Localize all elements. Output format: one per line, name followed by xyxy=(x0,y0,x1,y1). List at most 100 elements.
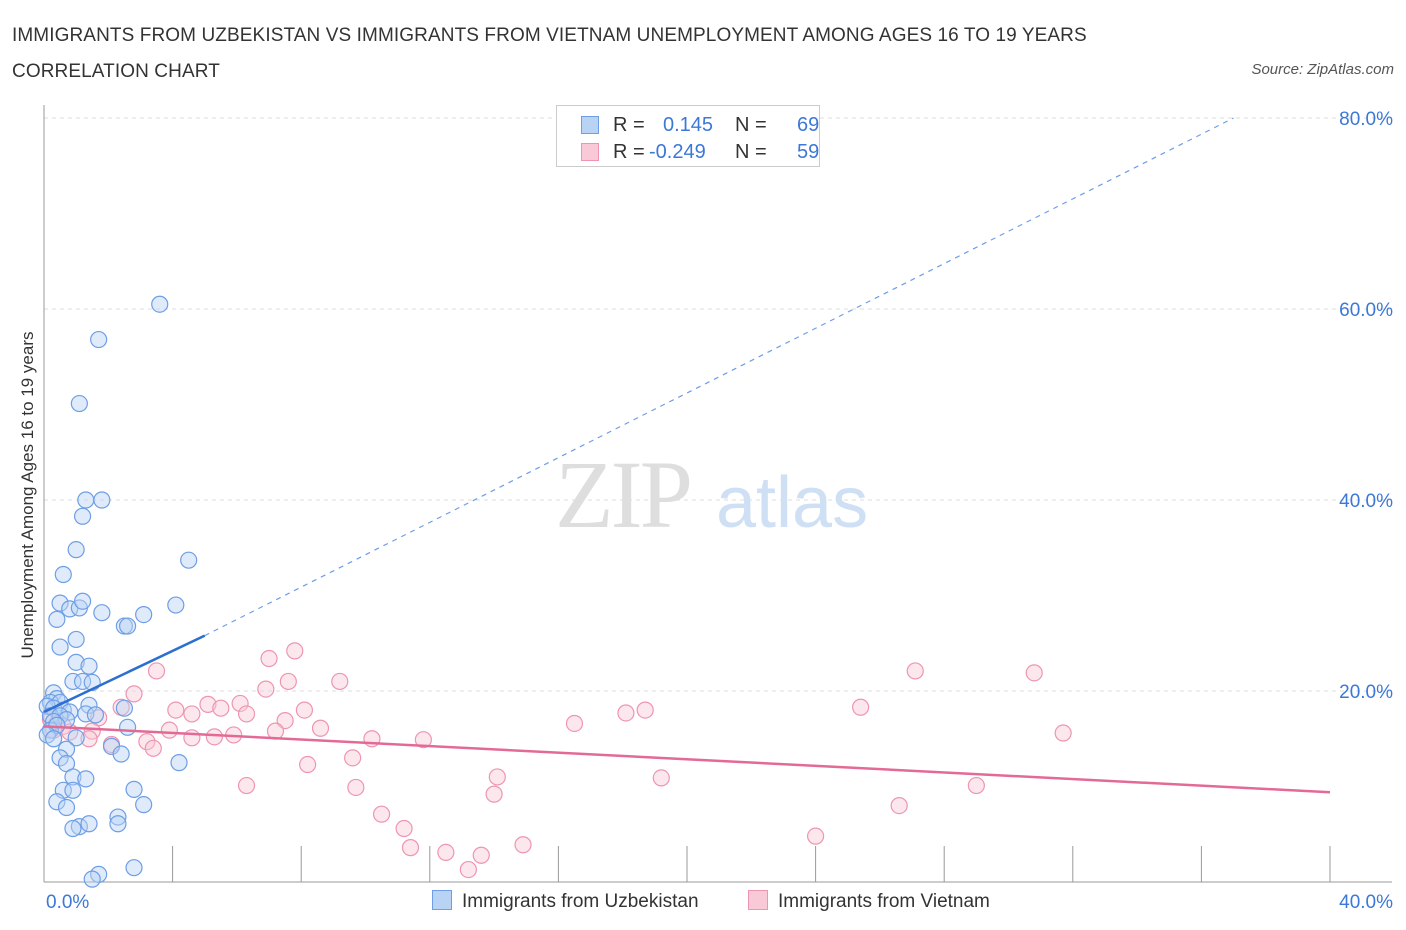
x-tick-labels: 0.0% 40.0% xyxy=(46,892,1393,913)
bottom-legend-swatch-vietnam xyxy=(748,890,768,910)
uzbekistan-point xyxy=(48,793,66,811)
y-tick-label: 80.0% xyxy=(1339,109,1393,130)
uzbekistan-point xyxy=(135,796,153,814)
uzbekistan-point xyxy=(64,672,82,691)
uzbekistan-point xyxy=(64,819,82,838)
vietnam-point xyxy=(514,836,532,854)
uzbekistan-point xyxy=(90,330,108,349)
uzbekistan-point xyxy=(54,565,72,584)
vietnam-point xyxy=(160,721,178,739)
source-credit: Source: ZipAtlas.com xyxy=(1251,61,1394,78)
correlation-legend: R = 0.145 N = 69 R = -0.249 N = 59 xyxy=(556,105,820,167)
vietnam-point xyxy=(167,701,185,719)
vietnam-point xyxy=(906,662,924,680)
watermark: ZIP atlas xyxy=(555,441,868,548)
vietnam-point xyxy=(852,698,870,716)
uzbekistan-point xyxy=(93,604,111,622)
uzbekistan-trend-line xyxy=(43,634,206,714)
y-tick-labels: 20.0% 40.0% 60.0% 80.0% xyxy=(1339,109,1393,703)
vietnam-point xyxy=(237,776,256,795)
trend-lines xyxy=(43,117,1331,794)
uzbekistan-point xyxy=(67,729,85,747)
vietnam-point xyxy=(286,642,304,660)
uzbekistan-point xyxy=(118,617,137,635)
watermark-atlas: atlas xyxy=(716,463,868,543)
uzbekistan-point xyxy=(112,745,130,763)
vietnam-point xyxy=(295,701,314,719)
chart-title: IMMIGRANTS FROM UZBEKISTAN VS IMMIGRANTS… xyxy=(12,25,1087,82)
uzbekistan-point xyxy=(70,394,88,413)
uzbekistan-point xyxy=(51,594,69,612)
y-tick-label: 60.0% xyxy=(1339,300,1393,321)
vietnam-point xyxy=(1025,664,1043,682)
axes xyxy=(43,105,1392,883)
vietnam-point xyxy=(80,730,98,748)
vietnam-point xyxy=(183,705,201,723)
bottom-legend-swatch-uzbekistan xyxy=(432,890,452,910)
uzbekistan-point xyxy=(73,507,92,525)
uzbekistan-point xyxy=(51,638,69,656)
vietnam-point xyxy=(260,649,278,668)
legend-r-value: -0.249 xyxy=(649,141,706,163)
vietnam-point xyxy=(138,733,156,751)
bottom-legend-label: Immigrants from Uzbekistan xyxy=(462,891,699,912)
gridlines xyxy=(44,117,1392,692)
vietnam-point xyxy=(806,827,825,845)
legend-n-label: N = xyxy=(735,114,767,136)
uzbekistan-point xyxy=(86,706,105,724)
vietnam-point xyxy=(205,728,223,746)
vietnam-point xyxy=(401,839,420,857)
x-tick-label: 40.0% xyxy=(1339,892,1393,913)
vietnam-point xyxy=(372,805,391,823)
uzbekistan-point xyxy=(64,768,82,786)
uzbekistan-point xyxy=(48,610,66,628)
vietnam-point xyxy=(414,731,432,749)
uzbekistan-point xyxy=(67,630,85,649)
uzbekistan-point xyxy=(73,592,92,610)
uzbekistan-trend-extension xyxy=(204,117,1234,637)
legend-r-value: 0.145 xyxy=(663,114,714,136)
vietnam-point xyxy=(276,712,294,730)
uzbekistan-point xyxy=(77,770,95,788)
series-points xyxy=(38,295,1072,888)
vietnam-point xyxy=(459,860,477,879)
y-axis-label: Unemployment Among Ages 16 to 19 years xyxy=(18,331,37,659)
vietnam-point xyxy=(652,769,670,787)
vietnam-point xyxy=(617,704,635,722)
uzbekistan-point xyxy=(167,596,185,614)
uzbekistan-point xyxy=(77,491,95,509)
legend-swatch-vietnam xyxy=(581,143,599,161)
vietnam-point xyxy=(311,719,330,737)
uzbekistan-point xyxy=(51,749,69,767)
vietnam-point xyxy=(125,685,143,703)
x-tick-label: 0.0% xyxy=(46,892,89,913)
uzbekistan-point xyxy=(67,653,85,671)
uzbekistan-point xyxy=(125,859,143,877)
vietnam-point xyxy=(344,749,362,767)
uzbekistan-point xyxy=(57,740,76,758)
uzbekistan-point xyxy=(109,808,127,826)
uzbekistan-point xyxy=(45,730,63,748)
uzbekistan-point xyxy=(115,699,133,717)
x-ticks xyxy=(172,846,1331,882)
uzbekistan-point xyxy=(67,541,85,559)
vietnam-point xyxy=(1054,724,1072,742)
uzbekistan-point xyxy=(93,491,111,509)
legend-r-label: R = xyxy=(613,114,645,136)
watermark-zip: ZIP xyxy=(555,441,690,548)
uzbekistan-point xyxy=(83,870,101,888)
uzbekistan-point xyxy=(70,818,88,836)
uzbekistan-point xyxy=(170,754,188,772)
vietnam-point xyxy=(231,694,249,713)
y-tick-label: 20.0% xyxy=(1339,682,1393,703)
vietnam-point xyxy=(347,778,365,797)
legend-r-label: R = xyxy=(613,141,645,163)
vietnam-point xyxy=(212,699,230,717)
uzbekistan-point xyxy=(180,551,198,569)
vietnam-point xyxy=(967,776,985,795)
vietnam-point xyxy=(472,846,490,864)
vietnam-point xyxy=(395,819,413,838)
uzbekistan-point xyxy=(151,295,169,313)
vietnam-point xyxy=(199,695,217,713)
